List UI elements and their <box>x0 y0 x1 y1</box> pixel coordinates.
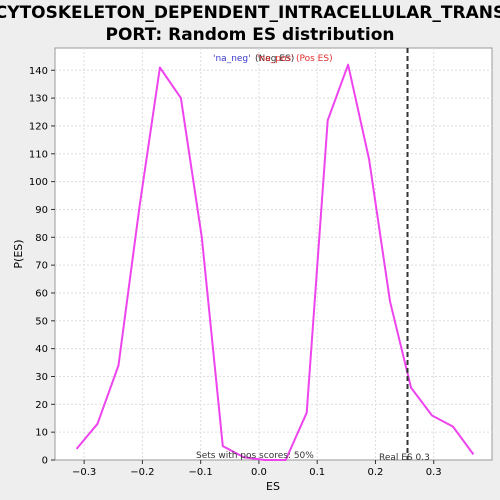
y-tick-label: 80 <box>35 233 48 244</box>
es-distribution-line <box>75 63 475 461</box>
x-tick-label: −0.1 <box>189 467 213 478</box>
legend-neg-label: 'na_neg' <box>213 54 251 64</box>
y-axis-label: P(ES) <box>12 239 25 268</box>
x-tick-label: 0.3 <box>426 467 442 478</box>
chart-title-line-1: CYTOSKELETON_DEPENDENT_INTRACELLULAR_TRA… <box>0 3 500 23</box>
y-tick-label: 130 <box>29 94 48 105</box>
y-tick-label: 40 <box>35 344 48 355</box>
x-tick-label: 0.1 <box>309 467 325 478</box>
series-layer <box>75 63 475 461</box>
axes: 0 10 20 30 40 50 60 70 80 90 100 110 120 130 140 −0.3 −0… <box>29 66 442 478</box>
legend-pos-suffix: (Pos ES) <box>296 54 333 64</box>
x-tick-label: −0.2 <box>130 467 154 478</box>
y-tick-label: 30 <box>35 372 48 383</box>
y-tick-label: 50 <box>35 316 48 327</box>
pos-scores-annotation: Sets with pos scores: 50% <box>196 451 314 461</box>
y-tick-label: 20 <box>35 400 48 411</box>
x-axis-label: ES <box>266 480 280 493</box>
y-tick-label: 10 <box>35 428 48 439</box>
legend-pos-label: 'na_pos' <box>257 54 294 64</box>
y-tick-label: 90 <box>35 205 48 216</box>
y-tick-label: 120 <box>29 121 48 132</box>
x-tick-label: −0.3 <box>72 467 96 478</box>
x-tick-label: 0.0 <box>251 467 267 478</box>
y-tick-label: 100 <box>29 177 48 188</box>
y-tick-label: 0 <box>42 456 48 467</box>
y-tick-label: 70 <box>35 261 48 272</box>
y-tick-label: 110 <box>29 149 48 160</box>
chart-title-line-2: PORT: Random ES distribution <box>106 25 395 45</box>
y-tick-label: 60 <box>35 288 48 299</box>
grid-lines <box>55 48 492 460</box>
legend-neg-suffix: (Neg ES) <box>255 54 294 64</box>
plot-area <box>54 47 493 461</box>
real-es-label: Real ES 0.3 <box>379 453 430 463</box>
y-tick-label: 140 <box>29 66 48 77</box>
x-tick-label: 0.2 <box>368 467 384 478</box>
